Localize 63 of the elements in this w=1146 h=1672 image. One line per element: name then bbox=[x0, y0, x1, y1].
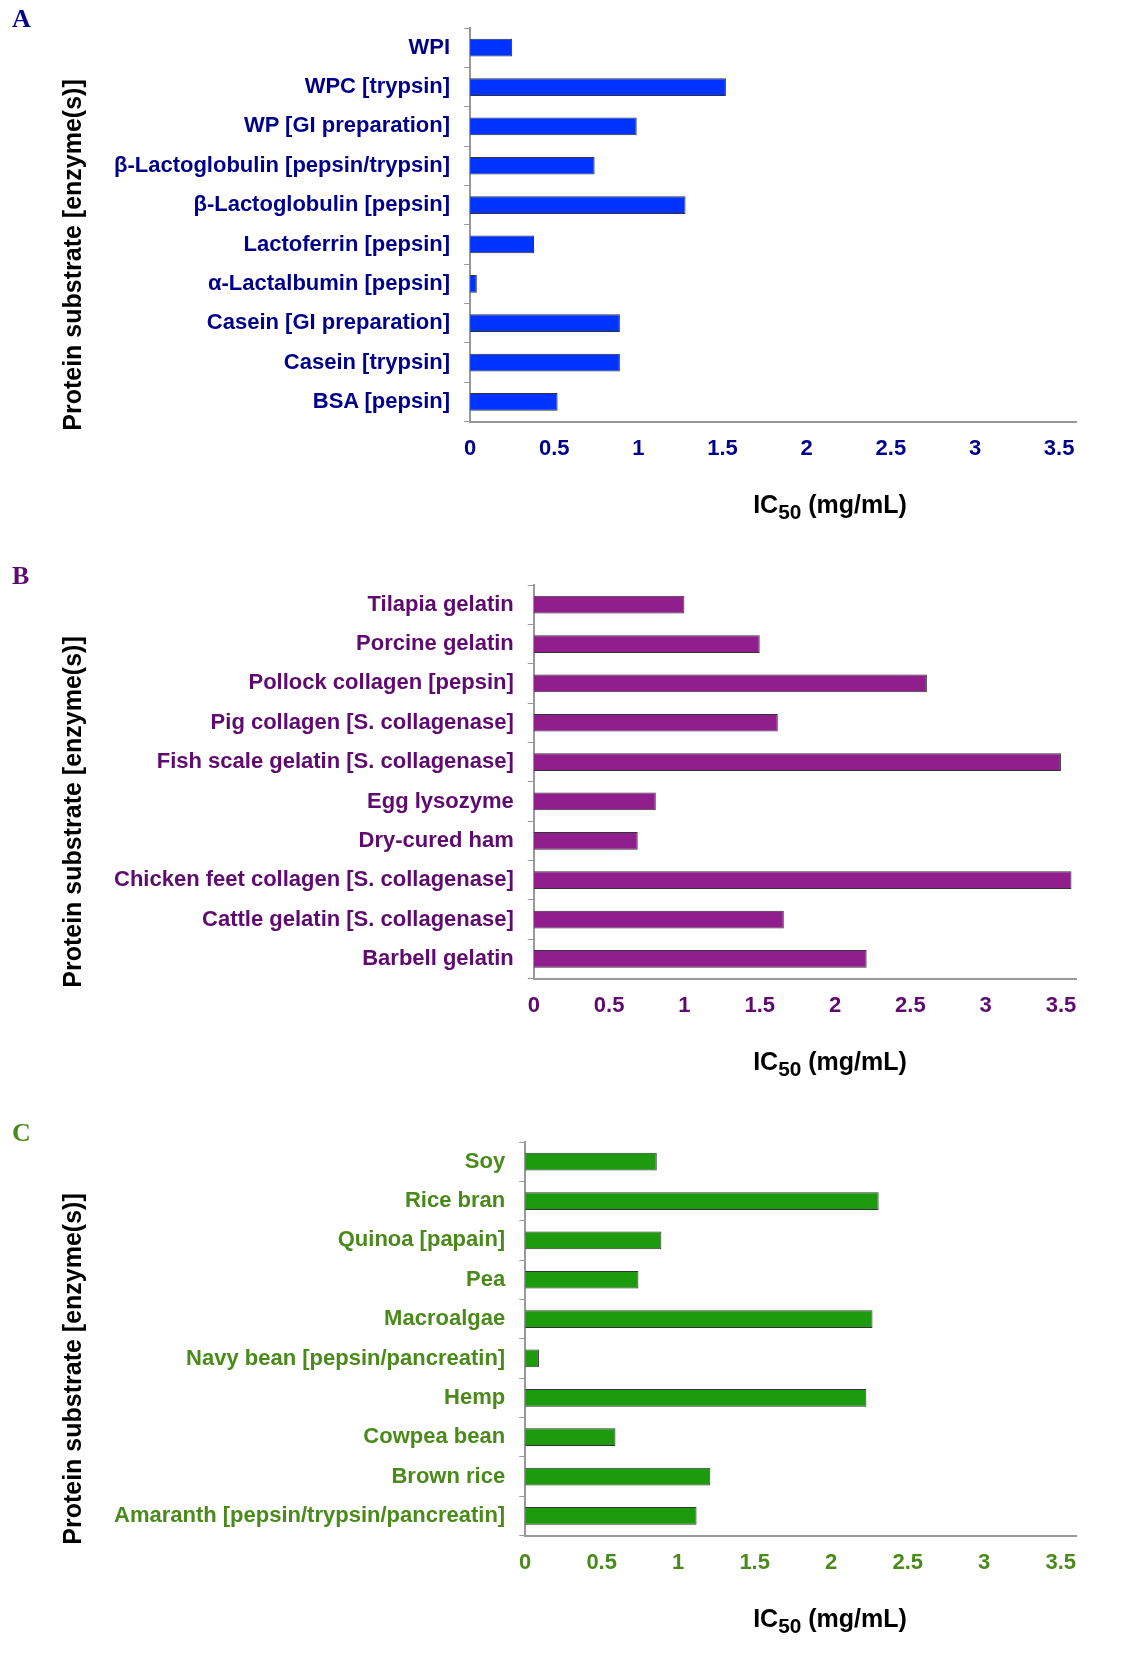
x-tick-label: 2.5 bbox=[892, 1548, 923, 1574]
y-tick-label: α-Lactalbumin [pepsin] bbox=[207, 269, 451, 295]
text: C bbox=[12, 1118, 31, 1148]
x-tick-label: 0 bbox=[527, 991, 540, 1017]
x-tick-label: 1.5 bbox=[744, 991, 776, 1017]
y-tick-label: Barbell gelatin bbox=[362, 944, 514, 970]
text: A bbox=[12, 4, 31, 34]
x-tick-label: 3 bbox=[968, 434, 982, 460]
x-axis-title: IC$_{50}$ (mg/mL) bbox=[752, 1604, 908, 1638]
y-tick-label: Cowpea bean bbox=[363, 1423, 506, 1449]
y-tick-label: Pig collagen [S. collagenase] bbox=[210, 708, 514, 734]
y-tick-label: β-Lactoglobulin [pepsin/trypsin] bbox=[113, 151, 451, 177]
y-axis-title: Protein substrate [enzyme(s)] bbox=[57, 79, 87, 431]
x-tick-label: 2 bbox=[828, 991, 842, 1017]
x-tick-label: 2.5 bbox=[895, 991, 926, 1017]
x-tick-label: 0 bbox=[463, 434, 477, 460]
x-tick-label: 0.5 bbox=[538, 434, 570, 460]
x-tick-label: 2 bbox=[800, 434, 813, 460]
x-tick-label: 2 bbox=[825, 1548, 838, 1574]
y-tick-label: β-Lactoglobulin [pepsin] bbox=[193, 191, 451, 217]
x-tick-label: 3.5 bbox=[1043, 434, 1075, 460]
y-tick-label: Soy bbox=[464, 1147, 506, 1173]
y-tick-label: WPC [trypsin] bbox=[304, 73, 451, 99]
x-tick-label: 1.5 bbox=[739, 1548, 770, 1574]
x-axis-title: IC$_{50}$ (mg/mL) bbox=[752, 490, 908, 524]
y-tick-label: Fish scale gelatin [S. collagenase] bbox=[156, 748, 514, 774]
text: B bbox=[12, 561, 30, 591]
y-tick-label: Pea bbox=[466, 1265, 506, 1291]
x-tick-label: 0.5 bbox=[586, 1548, 617, 1574]
y-tick-label: Cattle gelatin [S. collagenase] bbox=[202, 905, 514, 931]
y-tick-label: Quinoa [papain] bbox=[337, 1226, 506, 1252]
x-tick-label: 3.5 bbox=[1045, 991, 1077, 1017]
x-tick-label: 2.5 bbox=[875, 434, 907, 460]
y-tick-label: Navy bean [pepsin/pancreatin] bbox=[186, 1344, 506, 1370]
y-axis-title: Protein substrate [enzyme(s)] bbox=[57, 1193, 87, 1545]
y-tick-label: Amaranth [pepsin/trypsin/pancreatin] bbox=[113, 1501, 506, 1527]
y-tick-label: Casein [GI preparation] bbox=[206, 309, 451, 335]
y-tick-label: Hemp bbox=[444, 1383, 506, 1409]
x-tick-label: 3 bbox=[978, 1548, 991, 1574]
x-tick-label: 0 bbox=[519, 1548, 532, 1574]
y-tick-label: Dry-cured ham bbox=[358, 826, 514, 852]
y-tick-label: Pollock collagen [pepsin] bbox=[248, 669, 514, 695]
x-tick-label: 1 bbox=[678, 991, 691, 1017]
y-tick-label: Tilapia gelatin bbox=[367, 590, 514, 616]
x-tick-label: 3.5 bbox=[1045, 1548, 1076, 1574]
y-tick-label: Chicken feet collagen [S. collagenase] bbox=[114, 866, 514, 892]
y-tick-label: WP [GI preparation] bbox=[243, 112, 451, 138]
y-tick-label: Porcine gelatin bbox=[356, 630, 514, 656]
y-tick-label: Rice bran bbox=[404, 1187, 506, 1213]
y-tick-label: Macroalgae bbox=[384, 1305, 506, 1331]
x-axis-title: IC$_{50}$ (mg/mL) bbox=[752, 1047, 908, 1081]
x-tick-label: 0.5 bbox=[593, 991, 625, 1017]
y-tick-label: Egg lysozyme bbox=[367, 787, 514, 813]
y-tick-label: Brown rice bbox=[391, 1462, 506, 1488]
x-tick-label: 1 bbox=[632, 434, 645, 460]
y-axis-title: Protein substrate [enzyme(s)] bbox=[57, 636, 87, 988]
x-tick-label: 1.5 bbox=[707, 434, 738, 460]
y-tick-label: Lactoferrin [pepsin] bbox=[243, 230, 451, 256]
x-tick-label: 1 bbox=[672, 1548, 685, 1574]
x-tick-label: 3 bbox=[979, 991, 992, 1017]
y-tick-label: Casein [trypsin] bbox=[283, 348, 451, 374]
y-tick-label: WPI bbox=[408, 33, 451, 59]
y-tick-label: BSA [pepsin] bbox=[312, 387, 451, 413]
